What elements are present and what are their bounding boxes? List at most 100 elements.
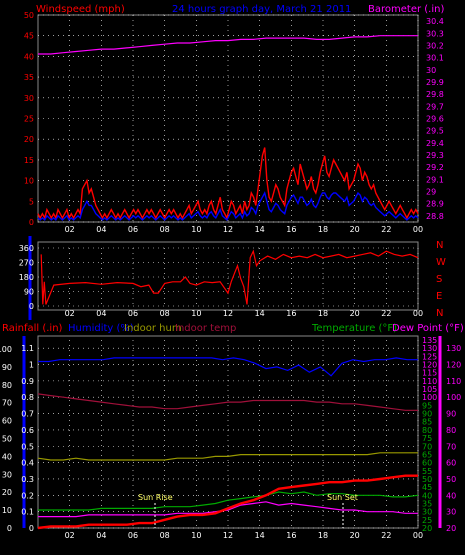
- direction-tick: 90: [24, 288, 34, 297]
- rainfall-tick: 0.5: [21, 442, 34, 451]
- temperature-tick: 105: [422, 385, 437, 394]
- humidity-tick: 80: [2, 381, 12, 390]
- direction-tick: 270: [19, 259, 34, 268]
- windspeed-tick: 20: [24, 135, 34, 144]
- barometer-tick: 29.8: [426, 90, 444, 99]
- x-tick-label: 08: [160, 531, 170, 540]
- direction-plot-frame: [37, 241, 419, 311]
- temperature-tick: 55: [422, 467, 432, 476]
- humidity-tick: 0: [7, 524, 12, 533]
- x-tick-label: 04: [96, 309, 106, 318]
- dewpoint-tick: 80: [446, 426, 456, 435]
- windspeed-tick: 5: [29, 197, 34, 206]
- windspeed-tick: 15: [24, 156, 34, 165]
- temperature-tick: 100: [422, 393, 437, 402]
- windspeed-tick: 10: [24, 177, 34, 186]
- dewpoint-tick: 20: [446, 524, 456, 533]
- series-line: [38, 35, 418, 55]
- x-tick-label: 18: [318, 309, 328, 318]
- temperature-tick: 125: [422, 352, 437, 361]
- temperature-tick: 120: [422, 361, 437, 370]
- x-tick-label: 04: [96, 531, 106, 540]
- direction-tick: 360: [19, 244, 34, 253]
- x-tick-label: 22: [381, 309, 391, 318]
- windspeed-tick: 25: [24, 115, 34, 124]
- x-tick-label: 12: [223, 309, 233, 318]
- barometer-tick: 30.3: [426, 29, 444, 38]
- dewpoint-tick: 40: [446, 491, 456, 500]
- series-line: [37, 474, 418, 530]
- x-tick-label: 00: [413, 309, 423, 318]
- barometer-tick: 29.9: [426, 78, 444, 87]
- rainfall-tick: 0.3: [21, 475, 34, 484]
- dewpoint-tick: 30: [446, 508, 456, 517]
- rain-series: [37, 357, 419, 530]
- temperature-tick: 90: [422, 410, 432, 419]
- barometer-axis-label: Barometer (.in): [368, 4, 444, 15]
- humidity-tick: 100: [0, 345, 12, 354]
- temperature-tick: 40: [422, 491, 432, 500]
- x-tick-label: 16: [286, 531, 296, 540]
- barometer-tick: 29: [426, 188, 436, 197]
- temperature-tick: 95: [422, 401, 432, 410]
- temperature-tick: 115: [422, 369, 437, 378]
- x-tick-label: 14: [255, 225, 265, 234]
- wind-x-ticks: 02 04 06 08 10 12 14 16 18 20 22 00: [65, 225, 424, 234]
- direction-tick: 0: [29, 302, 34, 311]
- barometer-tick: 29.2: [426, 163, 444, 172]
- series-line: [37, 452, 418, 461]
- barometer-y-ticks: 28.8 28.9 29 29.1 29.2 29.3 29.4 29.5 29.6 29.7 29…: [426, 17, 444, 221]
- windspeed-tick: 45: [24, 32, 34, 41]
- x-tick-label: 14: [255, 309, 265, 318]
- x-tick-label: 10: [191, 309, 201, 318]
- rainfall-tick: 0.7: [21, 410, 34, 419]
- x-tick-label: 00: [413, 225, 423, 234]
- chart-title: 24 hours graph day, March 21 2011: [172, 4, 351, 15]
- x-tick-label: 06: [128, 225, 138, 234]
- compass-label: N: [436, 240, 443, 251]
- x-tick-label: 06: [128, 309, 138, 318]
- direction-tick: 180: [19, 273, 34, 282]
- humidity-tick: 20: [2, 488, 12, 497]
- humidity-tick: 60: [2, 417, 12, 426]
- dewpoint-tick: 50: [446, 475, 456, 484]
- barometer-tick: 29.4: [426, 139, 444, 148]
- barometer-tick: 29.5: [426, 127, 444, 136]
- rainfall-tick: 0.1: [21, 508, 34, 517]
- barometer-tick: 30: [426, 66, 436, 75]
- barometer-tick: 28.8: [426, 212, 444, 221]
- humidity-tick: 90: [2, 363, 12, 372]
- series-line: [38, 501, 418, 518]
- wind-barometer-panel: Windspeed (mph) 24 hours graph day, Marc…: [24, 4, 445, 234]
- windspeed-tick: 40: [24, 52, 34, 61]
- x-tick-label: 10: [191, 225, 201, 234]
- rainfall-y-ticks: 0 0.1 0.2 0.3 0.4 0.5 0.6 0.7 0.8 0.9 1 1.1: [21, 344, 34, 533]
- rainfall-tick: 0.2: [21, 491, 34, 500]
- humidity-tick: 50: [2, 434, 12, 443]
- rainfall-tick: 1: [29, 361, 34, 370]
- humidity-y-ticks: 0 10 20 30 40 50 60 70 80 90 100: [0, 345, 12, 533]
- temperature-tick: 110: [422, 377, 437, 386]
- rain-humidity-temp-panel: Rainfall (.in) Humidity (%) Indoor hum I…: [0, 323, 464, 540]
- dewpoint-tick: 70: [446, 442, 456, 451]
- temperature-tick: 35: [422, 499, 432, 508]
- series-line: [37, 393, 418, 411]
- barometer-tick: 29.3: [426, 151, 444, 160]
- dewpoint-tick: 90: [446, 410, 456, 419]
- temperature-tick: 130: [422, 344, 437, 353]
- compass-label: W: [436, 257, 446, 268]
- barometer-tick: 29.6: [426, 115, 444, 124]
- temperature-axis-label: Temperature (°F): [311, 323, 397, 334]
- direction-grid: [38, 247, 419, 307]
- series-line: [37, 147, 419, 220]
- temperature-tick: 75: [422, 434, 432, 443]
- temperature-tick: 45: [422, 483, 432, 492]
- x-tick-label: 00: [413, 531, 423, 540]
- x-tick-label: 12: [223, 531, 233, 540]
- x-tick-label: 22: [381, 225, 391, 234]
- indoor-temp-label: Indoor temp: [175, 323, 236, 334]
- direction-y-ticks: 360 270 180 90 0: [19, 244, 34, 311]
